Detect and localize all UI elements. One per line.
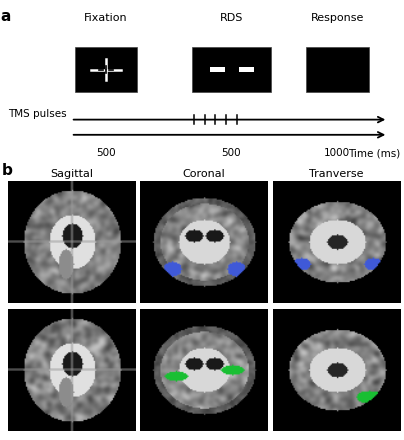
Text: 500: 500 xyxy=(222,148,241,158)
Bar xyxy=(306,47,368,92)
Text: b: b xyxy=(2,163,13,178)
Text: a: a xyxy=(0,9,11,24)
Text: 500: 500 xyxy=(96,148,116,158)
Text: Time (ms): Time (ms) xyxy=(348,148,400,158)
Text: Coronal: Coronal xyxy=(183,169,225,179)
Text: Tranverse: Tranverse xyxy=(309,169,364,179)
Bar xyxy=(75,47,137,92)
Text: 1000: 1000 xyxy=(324,148,350,158)
Text: Response: Response xyxy=(311,13,364,23)
Bar xyxy=(239,66,254,73)
Text: Fixation: Fixation xyxy=(84,13,128,23)
Bar xyxy=(192,47,271,92)
Text: Sagittal: Sagittal xyxy=(50,169,93,179)
Text: TMS pulses: TMS pulses xyxy=(8,109,67,118)
Text: RDS: RDS xyxy=(220,13,243,23)
Bar xyxy=(210,66,225,73)
